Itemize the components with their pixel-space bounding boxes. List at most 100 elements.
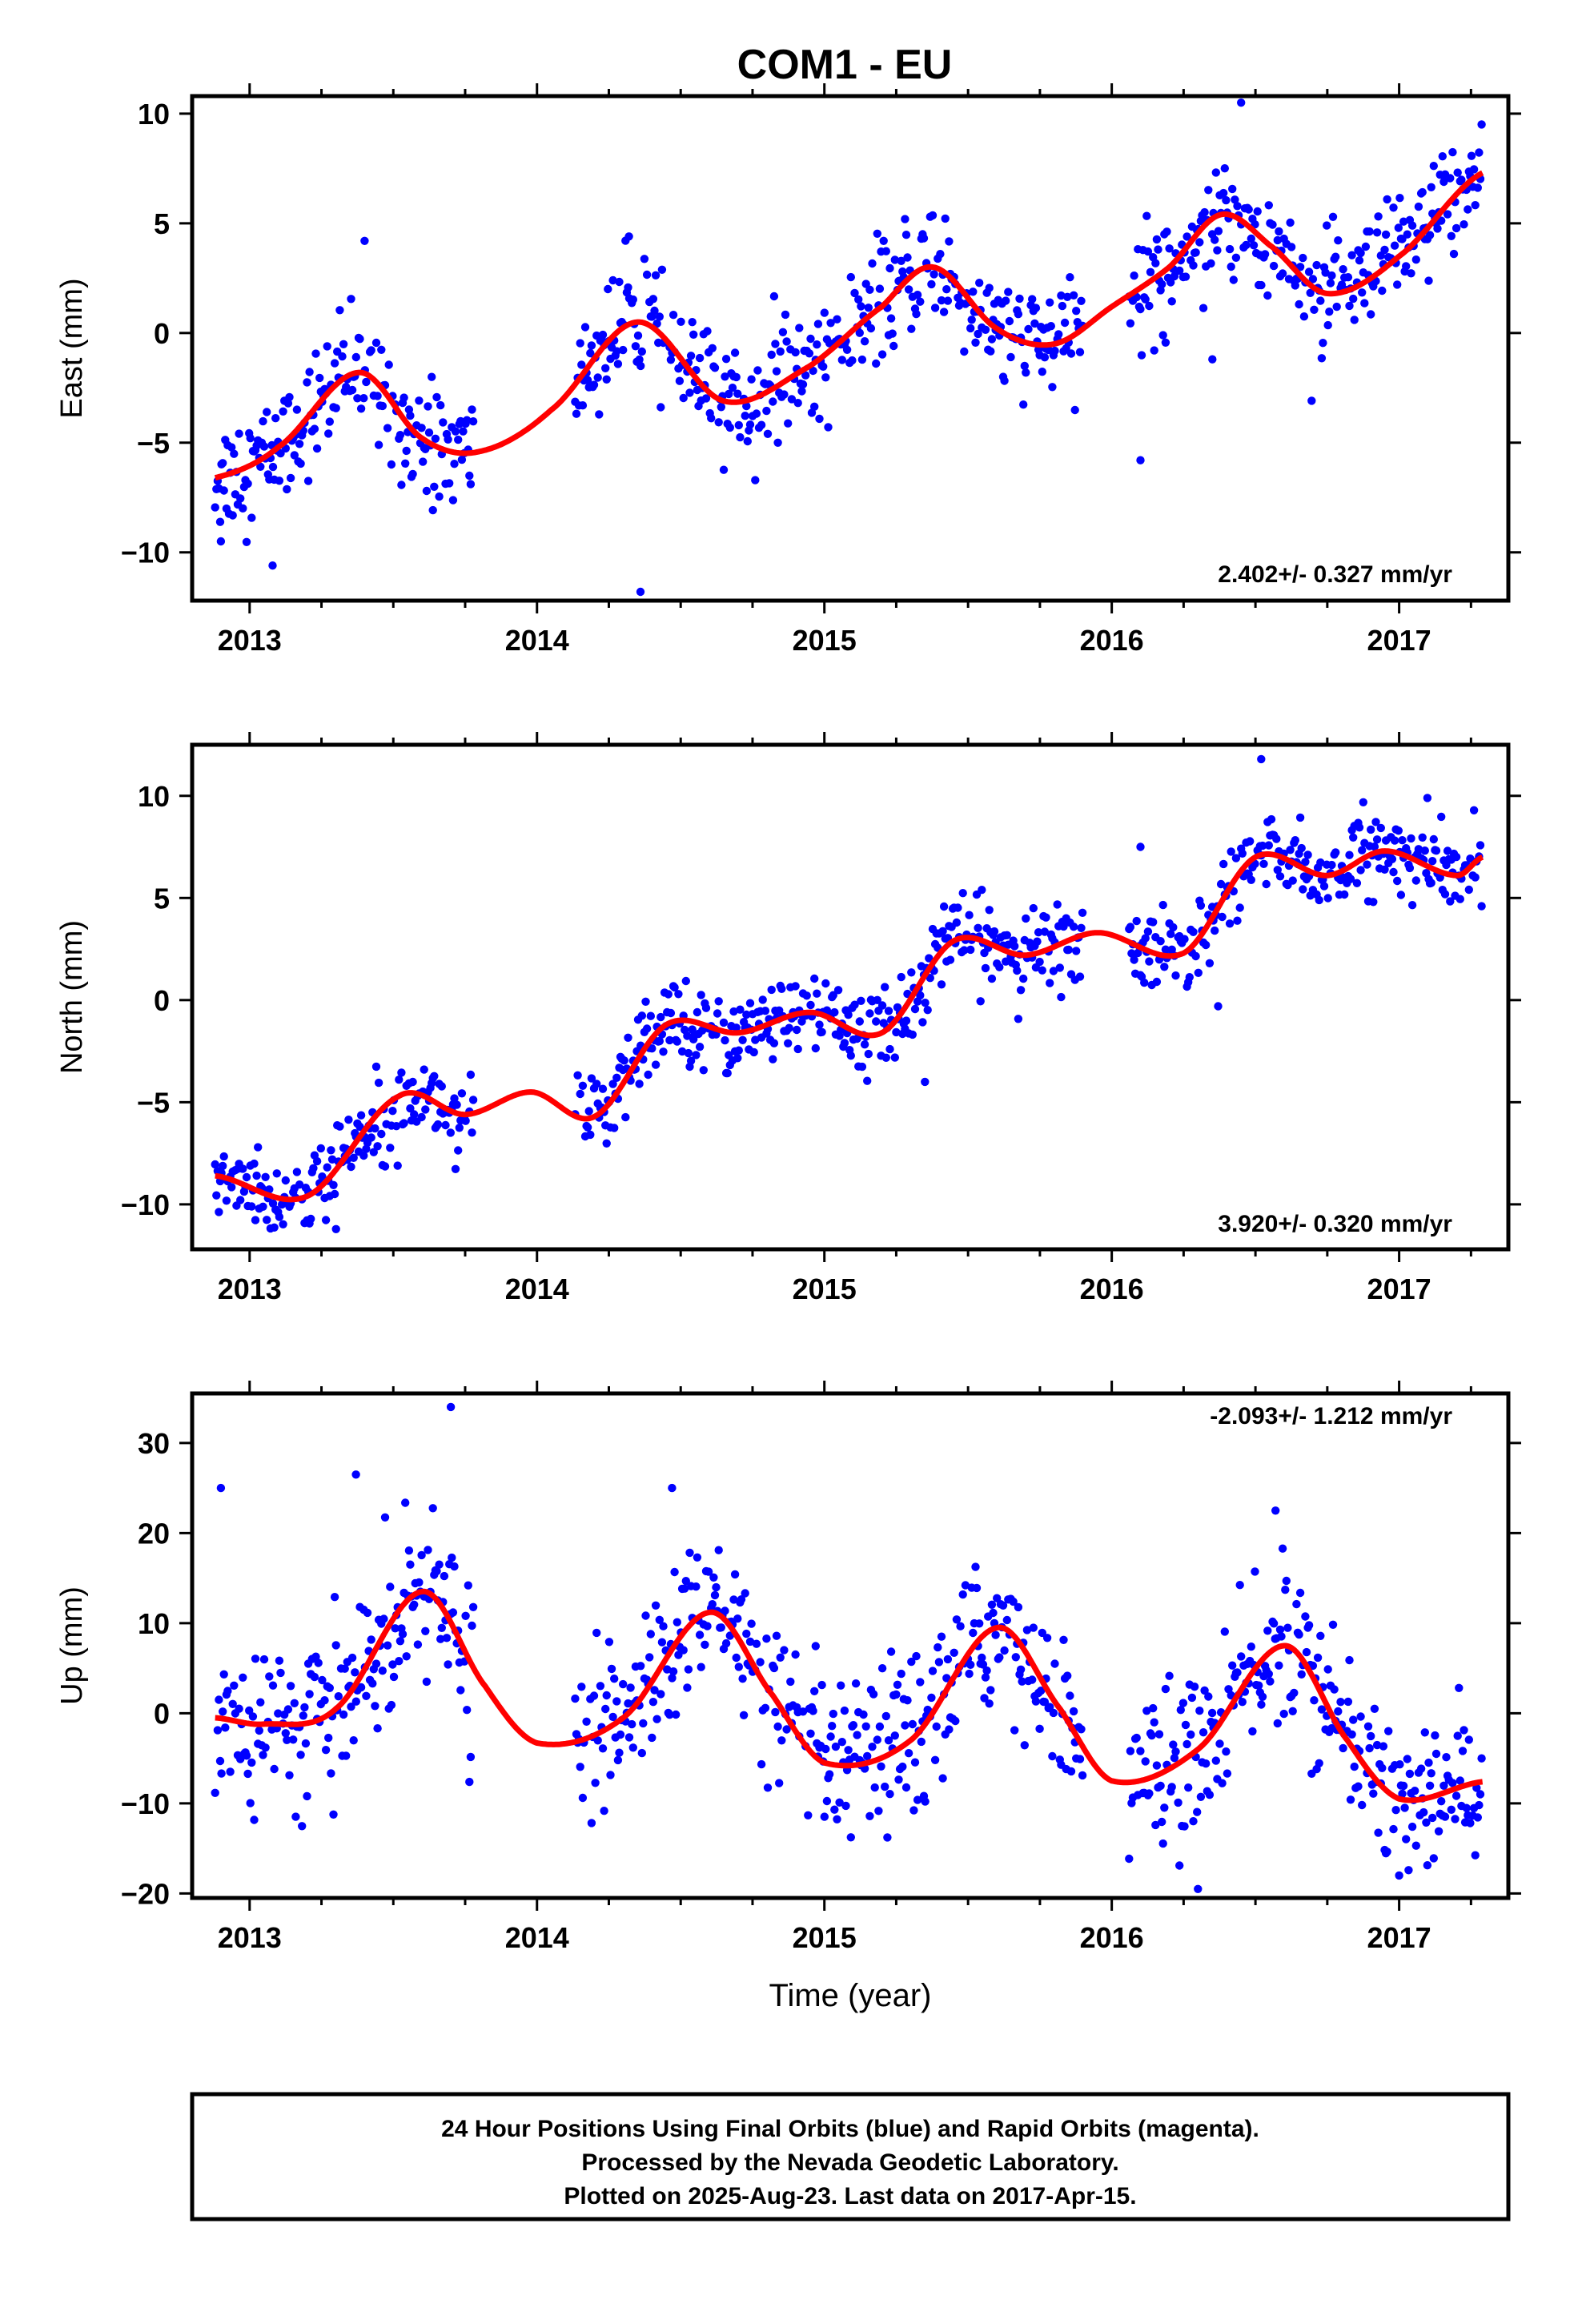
- data-point: [830, 1007, 839, 1017]
- data-point: [259, 1751, 267, 1759]
- data-point: [1194, 1884, 1203, 1893]
- data-point: [441, 1120, 450, 1130]
- data-point: [1407, 1822, 1417, 1831]
- data-point: [863, 1751, 872, 1761]
- data-point: [295, 1180, 304, 1189]
- data-point: [331, 1224, 340, 1234]
- data-point: [1005, 316, 1014, 326]
- data-point: [657, 265, 667, 274]
- data-point: [1469, 806, 1479, 814]
- data-point: [1361, 242, 1371, 251]
- data-point: [745, 1637, 755, 1647]
- data-point: [1440, 1812, 1450, 1821]
- data-point: [987, 1600, 997, 1610]
- data-point: [335, 306, 344, 315]
- data-point: [1355, 823, 1364, 832]
- data-point: [709, 1573, 718, 1582]
- data-point: [677, 317, 685, 326]
- data-point: [980, 1694, 989, 1703]
- data-point: [1431, 1749, 1441, 1759]
- data-point: [773, 1722, 782, 1731]
- y-tick-label: 10: [138, 780, 170, 813]
- data-point: [247, 1758, 256, 1767]
- data-point: [448, 1553, 456, 1562]
- data-point: [1231, 195, 1239, 204]
- data-point: [1442, 1753, 1451, 1762]
- data-point: [739, 1711, 749, 1719]
- data-point: [1000, 376, 1009, 385]
- data-point: [1291, 281, 1300, 290]
- data-point: [353, 394, 362, 403]
- data-point: [692, 1051, 701, 1059]
- data-point: [1152, 977, 1162, 987]
- data-point: [1181, 272, 1191, 281]
- data-point: [576, 1089, 584, 1099]
- data-point: [401, 459, 410, 468]
- data-point: [1340, 890, 1349, 899]
- data-point: [956, 1622, 965, 1630]
- data-point: [1446, 897, 1455, 906]
- data-point: [1422, 1818, 1431, 1827]
- data-point: [421, 1626, 430, 1636]
- data-point: [1321, 268, 1330, 277]
- data-point: [283, 1735, 291, 1744]
- data-point: [825, 1770, 834, 1779]
- data-point: [1282, 1576, 1291, 1586]
- data-point: [1031, 1697, 1041, 1706]
- data-point: [1431, 846, 1441, 855]
- data-point: [787, 395, 797, 404]
- data-point: [1136, 842, 1145, 851]
- data-point: [444, 1660, 452, 1669]
- x-axis-title: Time (year): [769, 1978, 932, 2013]
- data-point: [1414, 845, 1423, 854]
- data-point: [417, 1112, 426, 1122]
- data-point: [408, 469, 417, 479]
- data-point: [628, 1719, 636, 1729]
- data-point: [1345, 1655, 1354, 1665]
- data-point: [1127, 949, 1136, 958]
- data-point: [400, 1119, 408, 1128]
- data-point: [571, 1694, 580, 1703]
- data-point: [904, 1749, 913, 1758]
- data-point: [1312, 260, 1321, 270]
- data-point: [826, 1732, 835, 1741]
- data-point: [1347, 1730, 1356, 1739]
- chart-title: COM1 - EU: [737, 42, 953, 88]
- x-tick-label: 2015: [793, 1921, 857, 1954]
- data-point: [884, 1736, 893, 1745]
- data-point: [256, 462, 265, 471]
- data-point: [1020, 1741, 1030, 1750]
- data-point: [1171, 1747, 1180, 1756]
- data-point: [243, 1769, 252, 1779]
- data-point: [1038, 368, 1047, 376]
- data-point: [1460, 220, 1468, 229]
- data-point: [1334, 1707, 1343, 1716]
- data-point: [1180, 935, 1189, 943]
- data-point: [693, 1007, 702, 1017]
- data-point: [1354, 1782, 1363, 1791]
- data-point: [776, 347, 785, 356]
- data-point: [589, 380, 599, 389]
- data-point: [960, 946, 969, 955]
- data-point: [586, 1130, 595, 1140]
- data-point: [1242, 240, 1251, 250]
- data-point: [925, 954, 934, 963]
- north-fit-line: [214, 848, 1484, 1203]
- data-point: [310, 424, 319, 433]
- y-tick-label: −10: [121, 537, 170, 569]
- data-point: [742, 1629, 751, 1638]
- data-point: [829, 1709, 838, 1719]
- data-point: [1211, 168, 1221, 177]
- data-point: [431, 434, 440, 443]
- data-point: [693, 1553, 702, 1562]
- data-point: [263, 1216, 271, 1224]
- data-point: [1202, 940, 1211, 950]
- data-point: [389, 1672, 399, 1682]
- data-point: [1031, 304, 1041, 312]
- data-point: [675, 376, 685, 385]
- data-point: [865, 285, 874, 294]
- data-point: [1456, 895, 1465, 903]
- data-point: [466, 1070, 476, 1080]
- data-point: [211, 503, 219, 512]
